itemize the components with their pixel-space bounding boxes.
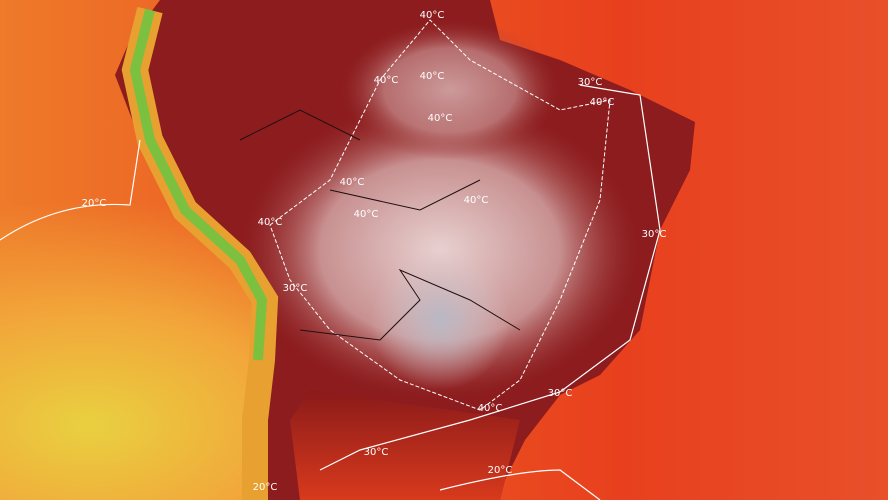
contour-label: 30°C xyxy=(364,447,389,458)
contour-labels: 40°C 40°C 40°C 40°C 40°C 40°C 40°C 40°C 40°C 40°C… xyxy=(82,10,667,493)
contour-20 xyxy=(0,139,141,241)
contour-40 xyxy=(269,19,611,411)
contour-label: 40°C xyxy=(420,71,445,82)
hot-zone xyxy=(340,20,560,160)
southern-region xyxy=(290,390,520,500)
contour-label: 20°C xyxy=(488,465,513,476)
contour-label: 30°C xyxy=(548,388,573,399)
contour-label: 40°C xyxy=(590,97,615,108)
contour-label: 20°C xyxy=(82,198,107,209)
contour-label: 40°C xyxy=(420,10,445,21)
contour-label: 30°C xyxy=(283,283,308,294)
contour-label: 40°C xyxy=(464,195,489,206)
contour-label: 40°C xyxy=(354,209,379,220)
extreme-zone xyxy=(370,250,510,390)
contour-label: 40°C xyxy=(428,113,453,124)
contour-20 xyxy=(439,469,601,500)
contour-label: 20°C xyxy=(253,482,278,493)
borders xyxy=(239,109,521,341)
contour-label: 30°C xyxy=(642,229,667,240)
contour-label: 40°C xyxy=(374,75,399,86)
contour-label: 40°C xyxy=(340,177,365,188)
contour-label: 40°C xyxy=(258,217,283,228)
contour-30 xyxy=(319,84,661,471)
contour-label: 30°C xyxy=(578,77,603,88)
andes-high xyxy=(129,8,268,361)
contour-label: 40°C xyxy=(478,403,503,414)
